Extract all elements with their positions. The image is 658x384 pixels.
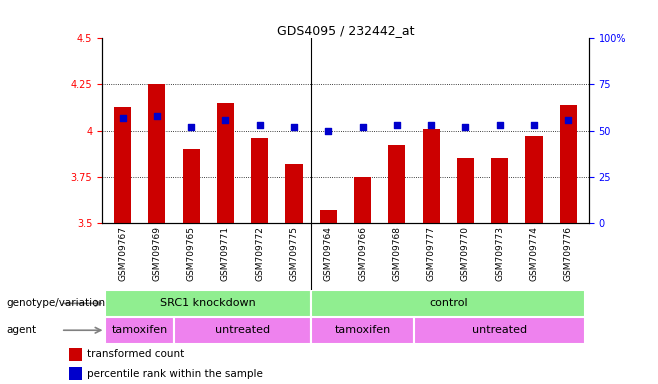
Bar bbox=[311, 317, 414, 344]
Point bbox=[426, 122, 436, 128]
Bar bbox=[320, 210, 337, 223]
Bar bbox=[311, 290, 586, 317]
Point bbox=[151, 113, 162, 119]
Text: control: control bbox=[429, 298, 468, 308]
Bar bbox=[105, 317, 174, 344]
Bar bbox=[286, 164, 303, 223]
Bar bbox=[251, 138, 268, 223]
Text: GSM709771: GSM709771 bbox=[221, 226, 230, 281]
Bar bbox=[148, 84, 165, 223]
Text: tamoxifen: tamoxifen bbox=[334, 325, 391, 335]
Text: GSM709769: GSM709769 bbox=[153, 226, 161, 281]
Bar bbox=[422, 129, 440, 223]
Bar bbox=[217, 103, 234, 223]
Text: genotype/variation: genotype/variation bbox=[7, 298, 106, 308]
Text: tamoxifen: tamoxifen bbox=[112, 325, 168, 335]
Text: GSM709775: GSM709775 bbox=[290, 226, 299, 281]
Point bbox=[323, 127, 334, 134]
Point bbox=[186, 124, 196, 130]
Text: GSM709773: GSM709773 bbox=[495, 226, 504, 281]
Point bbox=[220, 116, 231, 122]
Text: GSM709767: GSM709767 bbox=[118, 226, 127, 281]
Text: GSM709770: GSM709770 bbox=[461, 226, 470, 281]
Point bbox=[289, 124, 299, 130]
Point bbox=[357, 124, 368, 130]
Bar bbox=[354, 177, 371, 223]
Text: GSM709776: GSM709776 bbox=[564, 226, 573, 281]
Text: GSM709777: GSM709777 bbox=[426, 226, 436, 281]
Bar bbox=[414, 317, 586, 344]
Bar bbox=[560, 105, 577, 223]
Text: GSM709768: GSM709768 bbox=[392, 226, 401, 281]
Point bbox=[495, 122, 505, 128]
Point bbox=[460, 124, 470, 130]
Point bbox=[563, 116, 574, 122]
Point bbox=[255, 122, 265, 128]
Text: GSM709774: GSM709774 bbox=[530, 226, 538, 281]
Text: GSM709764: GSM709764 bbox=[324, 226, 333, 281]
Text: GSM709765: GSM709765 bbox=[187, 226, 195, 281]
Title: GDS4095 / 232442_at: GDS4095 / 232442_at bbox=[277, 24, 414, 37]
Bar bbox=[69, 348, 82, 361]
Bar bbox=[388, 145, 405, 223]
Text: GSM709772: GSM709772 bbox=[255, 226, 265, 281]
Text: transformed count: transformed count bbox=[88, 349, 184, 359]
Text: GSM709766: GSM709766 bbox=[358, 226, 367, 281]
Text: untreated: untreated bbox=[472, 325, 527, 335]
Point bbox=[392, 122, 402, 128]
Bar bbox=[105, 290, 311, 317]
Bar bbox=[69, 367, 82, 380]
Bar bbox=[491, 158, 509, 223]
Text: SRC1 knockdown: SRC1 knockdown bbox=[161, 298, 256, 308]
Text: agent: agent bbox=[7, 325, 37, 335]
Bar bbox=[526, 136, 543, 223]
Bar bbox=[114, 107, 131, 223]
Bar bbox=[174, 317, 311, 344]
Point bbox=[529, 122, 540, 128]
Point bbox=[117, 114, 128, 121]
Text: untreated: untreated bbox=[215, 325, 270, 335]
Bar bbox=[182, 149, 200, 223]
Text: percentile rank within the sample: percentile rank within the sample bbox=[88, 369, 263, 379]
Bar bbox=[457, 158, 474, 223]
